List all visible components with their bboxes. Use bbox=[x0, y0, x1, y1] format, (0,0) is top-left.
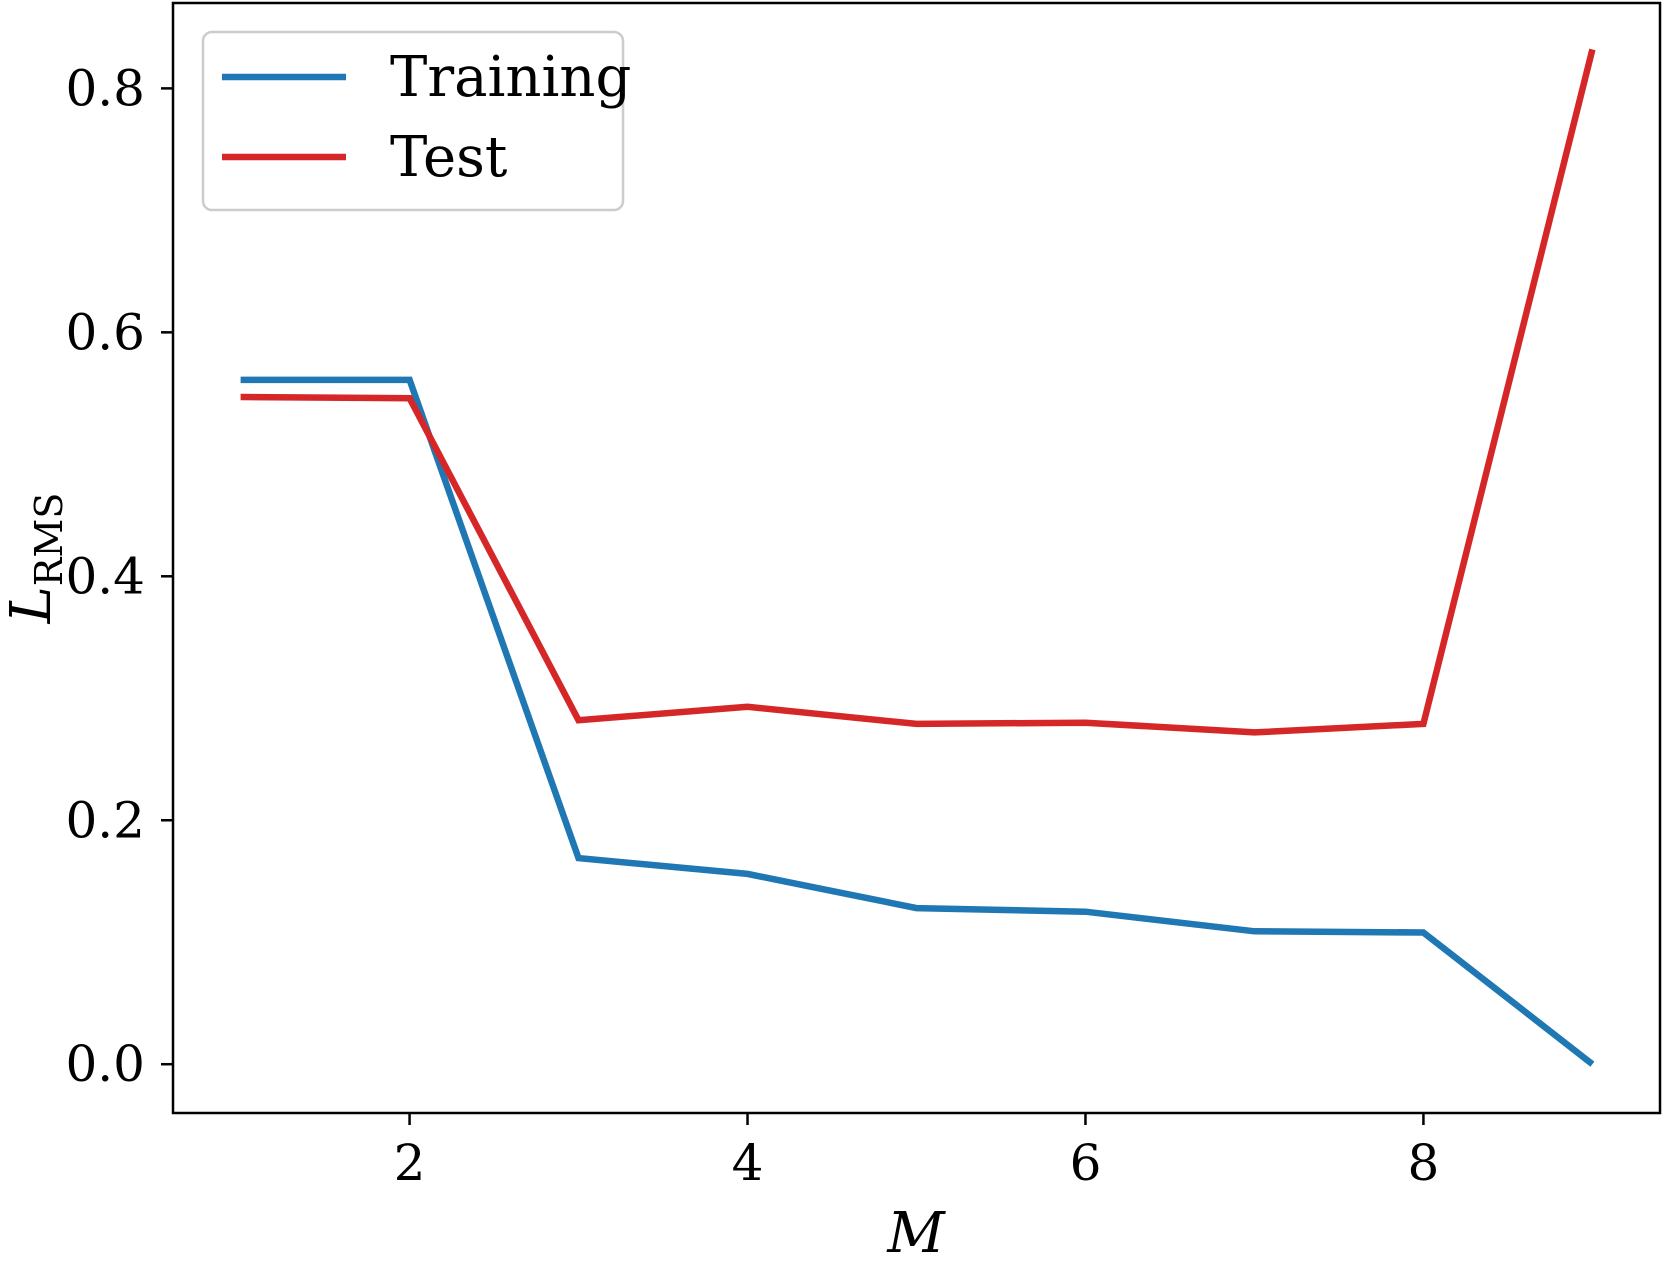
y-tick-label: 0.8 bbox=[65, 59, 145, 117]
x-axis-label: M bbox=[886, 1201, 946, 1263]
y-axis-label: LRMS bbox=[0, 493, 71, 625]
x-tick-label: 2 bbox=[394, 1134, 426, 1192]
y-tick-label: 0.6 bbox=[65, 303, 145, 361]
series-line-training bbox=[240, 376, 1595, 1067]
x-axis: 2 4 6 8 bbox=[394, 1113, 1440, 1192]
svg-text:LRMS: LRMS bbox=[0, 493, 71, 625]
series-line-test bbox=[240, 48, 1596, 736]
legend-label-training: Training bbox=[390, 45, 631, 110]
legend: Training Test bbox=[201, 30, 631, 212]
x-tick-label: 4 bbox=[732, 1134, 764, 1192]
x-tick-label: 8 bbox=[1408, 1134, 1440, 1192]
y-axis-label-subscript: RMS bbox=[27, 493, 71, 587]
y-axis: 0.0 0.2 0.4 0.6 0.8 bbox=[65, 59, 173, 1093]
y-tick-label: 0.2 bbox=[65, 791, 145, 849]
legend-label-test: Test bbox=[390, 125, 508, 190]
y-axis-label-base: L bbox=[0, 586, 64, 624]
y-tick-label: 0.0 bbox=[65, 1035, 145, 1093]
plot-frame bbox=[171, 1, 1662, 1115]
series-layer bbox=[240, 48, 1596, 1067]
y-tick-label: 0.4 bbox=[65, 547, 145, 605]
x-tick-label: 6 bbox=[1070, 1134, 1102, 1192]
